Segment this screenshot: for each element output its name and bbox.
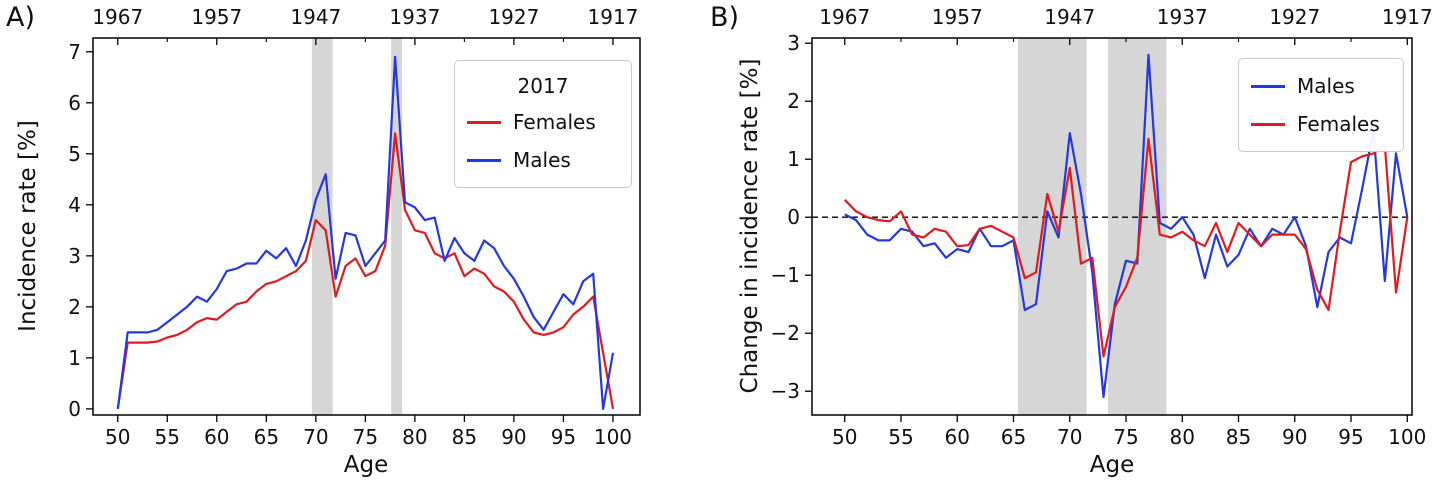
x-tick-label: 70 (303, 425, 328, 449)
x-tick-label: 50 (832, 425, 857, 449)
panel-b-letter: B) (710, 2, 740, 33)
panel-a-plot: 50 55 60 65 70 75 80 85 90 95 100 0 1 2 3 4 5 6 7 1967 1957 1… (68, 5, 641, 449)
series-line-females (116, 132, 615, 410)
x-tick-label: 95 (1338, 425, 1363, 449)
y-tick-label: 1 (68, 346, 81, 370)
y-tick-label: 2 (787, 89, 800, 113)
x-tick-label: 80 (1170, 425, 1195, 449)
x-tick-label: 85 (452, 425, 477, 449)
y-tick-label: 6 (68, 91, 81, 115)
panel-b-plot: 50 55 60 65 70 75 80 85 90 95 100 −3 −2 −1 0 1 2 3 1967 195… (771, 5, 1433, 449)
x-tick-label: 65 (254, 425, 279, 449)
legend-title: 2017 (517, 74, 569, 98)
x-tick-label: 85 (1226, 425, 1251, 449)
y-tick-label: 3 (68, 244, 81, 268)
x-tick-label: 90 (501, 425, 526, 449)
shaded-cohort-band (1108, 38, 1167, 415)
y-tick-label: −1 (771, 263, 800, 287)
x-tick-label: 80 (402, 425, 427, 449)
legend-line-swatch (467, 120, 501, 124)
panel-a-letter: A) (6, 2, 36, 33)
x-tick-label: 100 (1388, 425, 1426, 449)
plot-border (811, 37, 1413, 416)
legend-line-swatch (1251, 84, 1285, 88)
x-tick-label: 60 (204, 425, 229, 449)
x-tick-label: 55 (155, 425, 180, 449)
shaded-cohort-band (1018, 38, 1087, 415)
y-tick-label: 2 (68, 295, 81, 319)
panel-a-y-axis-label: Incidence rate [%] (15, 120, 41, 332)
legend-entry-males: Males (467, 141, 619, 179)
panel-a-x-axis-label: Age (343, 452, 389, 478)
plot-border (92, 37, 641, 416)
birth-year-label: 1967 (92, 5, 143, 29)
x-tick-label: 65 (1001, 425, 1026, 449)
birth-year-label: 1937 (1157, 5, 1208, 29)
x-tick-label: 70 (1057, 425, 1082, 449)
y-tick-label: −2 (771, 321, 800, 345)
x-tick-label: 95 (551, 425, 576, 449)
birth-year-label: 1947 (1044, 5, 1095, 29)
y-tick-label: −3 (771, 379, 800, 403)
x-tick-label: 50 (105, 425, 130, 449)
legend-line-swatch (467, 158, 501, 162)
y-tick-label: 4 (68, 193, 81, 217)
series-line-females (843, 137, 1409, 358)
birth-year-label: 1967 (819, 5, 870, 29)
y-tick-label: 0 (68, 397, 81, 421)
legend-entry-females: Females (467, 103, 619, 141)
legend-label: Females (513, 110, 596, 134)
legend-label: Females (1297, 112, 1380, 136)
panel-a-legend: 2017 Females Males (454, 60, 632, 188)
birth-year-label: 1917 (588, 5, 639, 29)
birth-year-label: 1937 (389, 5, 440, 29)
birth-year-label: 1927 (1269, 5, 1320, 29)
y-tick-label: 5 (68, 142, 81, 166)
legend-entry-females: Females (1251, 105, 1391, 143)
legend-label: Males (1297, 74, 1355, 98)
x-tick-label: 100 (594, 425, 632, 449)
panel-b-x-axis-label: Age (1089, 452, 1135, 478)
panel-b-legend: Males Females (1238, 58, 1404, 152)
birth-year-label: 1917 (1382, 5, 1433, 29)
birth-year-label: 1957 (191, 5, 242, 29)
series-line-males (116, 55, 615, 410)
x-tick-label: 60 (945, 425, 970, 449)
legend-line-swatch (1251, 122, 1285, 126)
birth-year-label: 1927 (488, 5, 539, 29)
legend-label: Males (513, 148, 571, 172)
y-tick-label: 1 (787, 147, 800, 171)
panel-b-y-axis-label: Change in incidence rate [%] (737, 58, 763, 394)
x-tick-label: 90 (1282, 425, 1307, 449)
y-tick-label: 3 (787, 31, 800, 55)
shaded-cohort-band (391, 38, 403, 415)
legend-entry-males: Males (1251, 67, 1391, 105)
series-line-males (844, 53, 1409, 399)
x-tick-label: 75 (1113, 425, 1138, 449)
x-tick-label: 55 (888, 425, 913, 449)
y-tick-label: 7 (68, 40, 81, 64)
y-tick-label: 0 (787, 205, 800, 229)
birth-year-label: 1947 (290, 5, 341, 29)
x-tick-label: 75 (353, 425, 378, 449)
birth-year-label: 1957 (932, 5, 983, 29)
